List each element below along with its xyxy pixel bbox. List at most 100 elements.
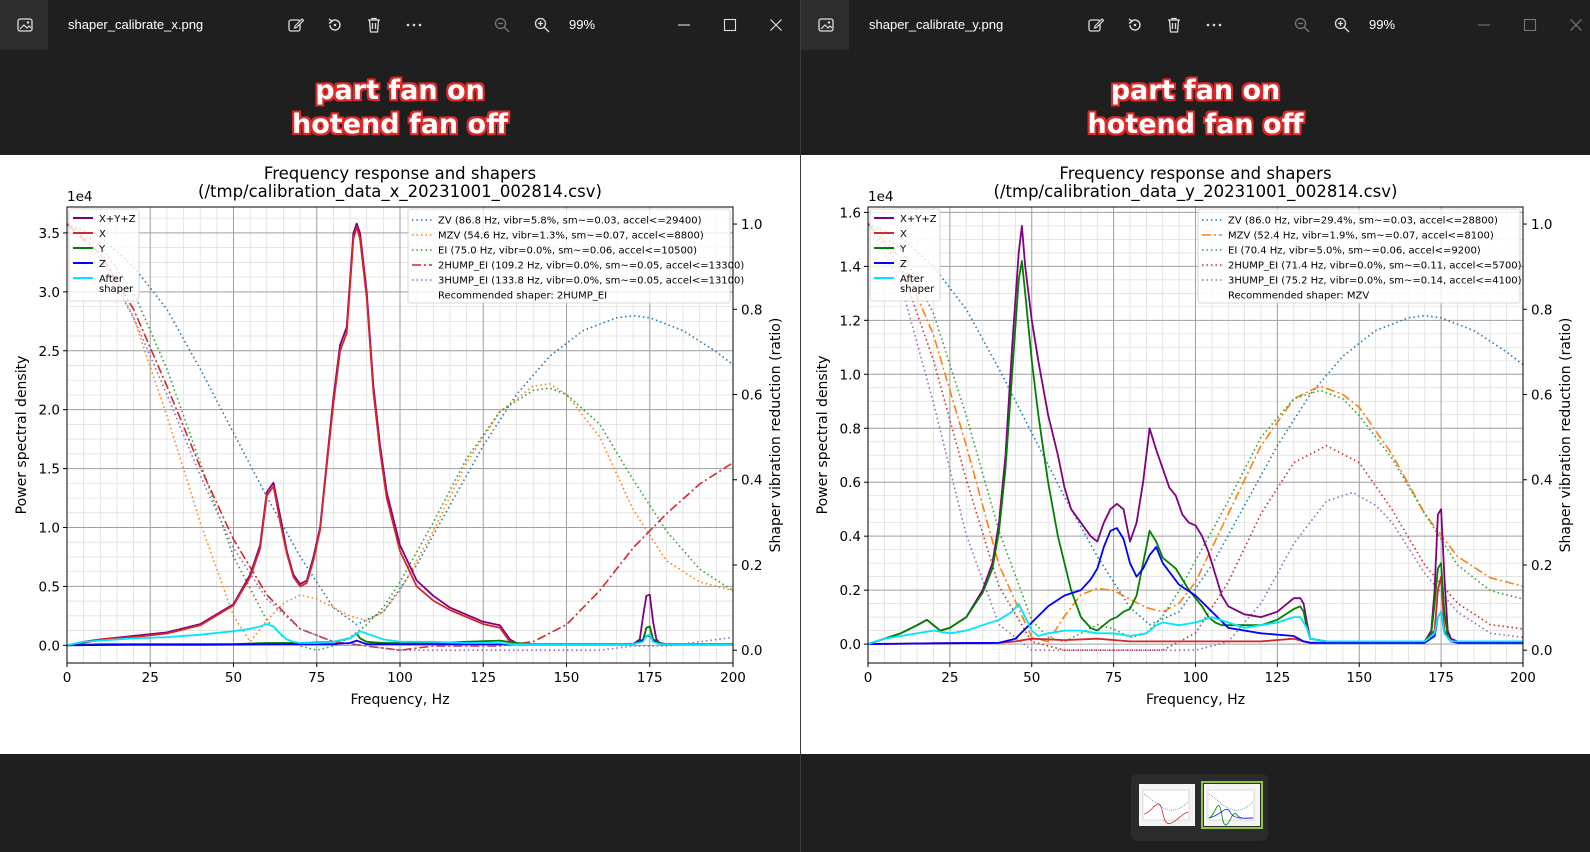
zoom-out-icon[interactable] xyxy=(490,13,514,37)
maximize-icon[interactable] xyxy=(1518,13,1542,37)
y-tick-label: 1.0 xyxy=(39,520,60,536)
chart-subtitle: (/tmp/calibration_data_x_20231001_002814… xyxy=(198,182,602,202)
legend-label: 2HUMP_EI (71.4 Hz, vibr=0.0%, sm~=0.11, … xyxy=(1228,261,1522,272)
legend-label: ZV (86.0 Hz, vibr=29.4%, sm~=0.03, accel… xyxy=(1228,216,1498,227)
legend-label: EI (70.4 Hz, vibr=5.0%, sm~=0.06, accel<… xyxy=(1228,246,1481,257)
series-line xyxy=(868,527,1523,645)
y-axis-label: Power spectral density xyxy=(815,356,831,515)
legend-right: ZV (86.0 Hz, vibr=29.4%, sm~=0.03, accel… xyxy=(1197,208,1522,304)
legend-label: 2HUMP_EI (109.2 Hz, vibr=0.0%, sm~=0.05,… xyxy=(438,261,744,272)
chart-subtitle: (/tmp/calibration_data_y_20231001_002814… xyxy=(994,182,1398,202)
y-tick-label: 1.2 xyxy=(840,313,861,329)
filmstrip xyxy=(1131,774,1268,841)
y-tick-label: 1.0 xyxy=(840,367,861,383)
series-group xyxy=(67,222,733,651)
legend-label: After xyxy=(99,274,124,285)
y-tick-label: 2.0 xyxy=(39,403,60,419)
thumbnail-x[interactable] xyxy=(1139,784,1195,826)
file-name: shaper_calibrate_y.png xyxy=(869,17,1004,32)
series-line xyxy=(67,223,733,651)
minimize-icon[interactable] xyxy=(1472,13,1496,37)
x-tick-label: 125 xyxy=(1264,670,1290,686)
maximize-icon[interactable] xyxy=(718,13,742,37)
y-tick-label: 0.4 xyxy=(840,529,861,545)
rotate-icon[interactable] xyxy=(1123,13,1147,37)
photo-viewer-window-x: shaper_calibrate_x.png 99% part fan on h… xyxy=(0,0,800,754)
edit-image-icon[interactable] xyxy=(284,13,308,37)
close-icon[interactable] xyxy=(764,13,788,37)
legend-label: Z xyxy=(900,259,907,270)
x-axis-label: Frequency, Hz xyxy=(350,692,449,708)
series-group xyxy=(868,223,1523,651)
legend-label: MZV (52.4 Hz, vibr=1.9%, sm~=0.07, accel… xyxy=(1228,231,1494,242)
y2-tick-label: 0.0 xyxy=(1531,643,1552,659)
more-icon[interactable] xyxy=(402,13,426,37)
series-line xyxy=(868,223,1523,651)
y2-tick-label: 0.8 xyxy=(1531,302,1552,318)
title-bar: shaper_calibrate_y.png 99% xyxy=(801,0,1590,50)
recommended-shaper-label: Recommended shaper: MZV xyxy=(1228,291,1369,302)
legend-label: After xyxy=(900,274,925,285)
x-axis-label: Frequency, Hz xyxy=(1146,692,1245,708)
chart-image: Frequency response and shapers (/tmp/cali… xyxy=(801,155,1590,754)
trash-icon[interactable] xyxy=(1162,13,1186,37)
x-tick-label: 25 xyxy=(142,670,159,686)
legend-label: 3HUMP_EI (75.2 Hz, vibr=0.0%, sm~=0.14, … xyxy=(1228,276,1522,287)
legend-label: shaper xyxy=(900,284,935,295)
x-tick-label: 75 xyxy=(308,670,325,686)
y-tick-label: 3.0 xyxy=(39,285,60,301)
legend-label: 3HUMP_EI (133.8 Hz, vibr=0.0%, sm~=0.05,… xyxy=(438,276,744,287)
series-line xyxy=(868,223,1523,643)
zoom-in-icon[interactable] xyxy=(530,13,554,37)
photo-viewer-window-y: shaper_calibrate_y.png 99% part fan on h… xyxy=(801,0,1590,852)
trash-icon[interactable] xyxy=(362,13,386,37)
legend-label: ZV (86.8 Hz, vibr=5.8%, sm~=0.03, accel<… xyxy=(438,216,702,227)
chart-title: Frequency response and shapers xyxy=(264,164,536,183)
legend-label: EI (75.0 Hz, vibr=0.0%, sm~=0.06, accel<… xyxy=(438,246,697,257)
edit-image-icon[interactable] xyxy=(1084,13,1108,37)
y2-tick-label: 0.2 xyxy=(741,558,762,574)
y-multiplier: 1e4 xyxy=(868,189,893,205)
legend-box xyxy=(1197,208,1521,304)
y2-tick-label: 0.4 xyxy=(741,473,762,489)
y2-tick-label: 0.0 xyxy=(741,643,762,659)
photos-app-icon[interactable] xyxy=(801,0,849,50)
photos-app-icon[interactable] xyxy=(0,0,48,50)
x-tick-label: 150 xyxy=(1346,670,1372,686)
series-line xyxy=(67,623,733,647)
close-icon[interactable] xyxy=(1564,13,1588,37)
y2-axis-label: Shaper vibration reduction (ratio) xyxy=(1558,318,1574,553)
series-line xyxy=(868,602,1523,645)
y2-tick-label: 0.2 xyxy=(1531,558,1552,574)
series-line xyxy=(868,575,1523,645)
legend-label: X xyxy=(900,229,907,240)
legend-label: shaper xyxy=(99,284,134,295)
zoom-in-icon[interactable] xyxy=(1330,13,1354,37)
banner-line-2: hotend fan off xyxy=(1087,109,1304,140)
more-icon[interactable] xyxy=(1202,13,1226,37)
legend-label: X+Y+Z xyxy=(900,214,937,225)
x-tick-label: 0 xyxy=(864,670,873,686)
x-tick-label: 0 xyxy=(63,670,72,686)
y2-tick-label: 0.6 xyxy=(1531,388,1552,404)
file-name: shaper_calibrate_x.png xyxy=(68,17,204,32)
recommended-shaper-label: Recommended shaper: 2HUMP_EI xyxy=(438,291,607,302)
x-tick-label: 125 xyxy=(470,670,496,686)
legend-label: Z xyxy=(99,259,106,270)
zoom-out-icon[interactable] xyxy=(1290,13,1314,37)
y2-tick-label: 1.0 xyxy=(741,217,762,233)
legend-label: X xyxy=(99,229,106,240)
zoom-level[interactable]: 99% xyxy=(569,17,596,32)
title-bar: shaper_calibrate_x.png 99% xyxy=(0,0,800,50)
banner-line-1: part fan on xyxy=(315,75,485,106)
zoom-level[interactable]: 99% xyxy=(1369,17,1396,32)
annotation-banner: part fan on hotend fan off xyxy=(0,74,800,142)
thumbnail-y[interactable] xyxy=(1201,781,1263,829)
series-line xyxy=(67,223,733,643)
rotate-icon[interactable] xyxy=(323,13,347,37)
legend-label: MZV (54.6 Hz, vibr=1.3%, sm~=0.07, accel… xyxy=(438,231,704,242)
minimize-icon[interactable] xyxy=(672,13,696,37)
series-line xyxy=(868,223,1523,643)
y-tick-label: 0.0 xyxy=(840,637,861,653)
